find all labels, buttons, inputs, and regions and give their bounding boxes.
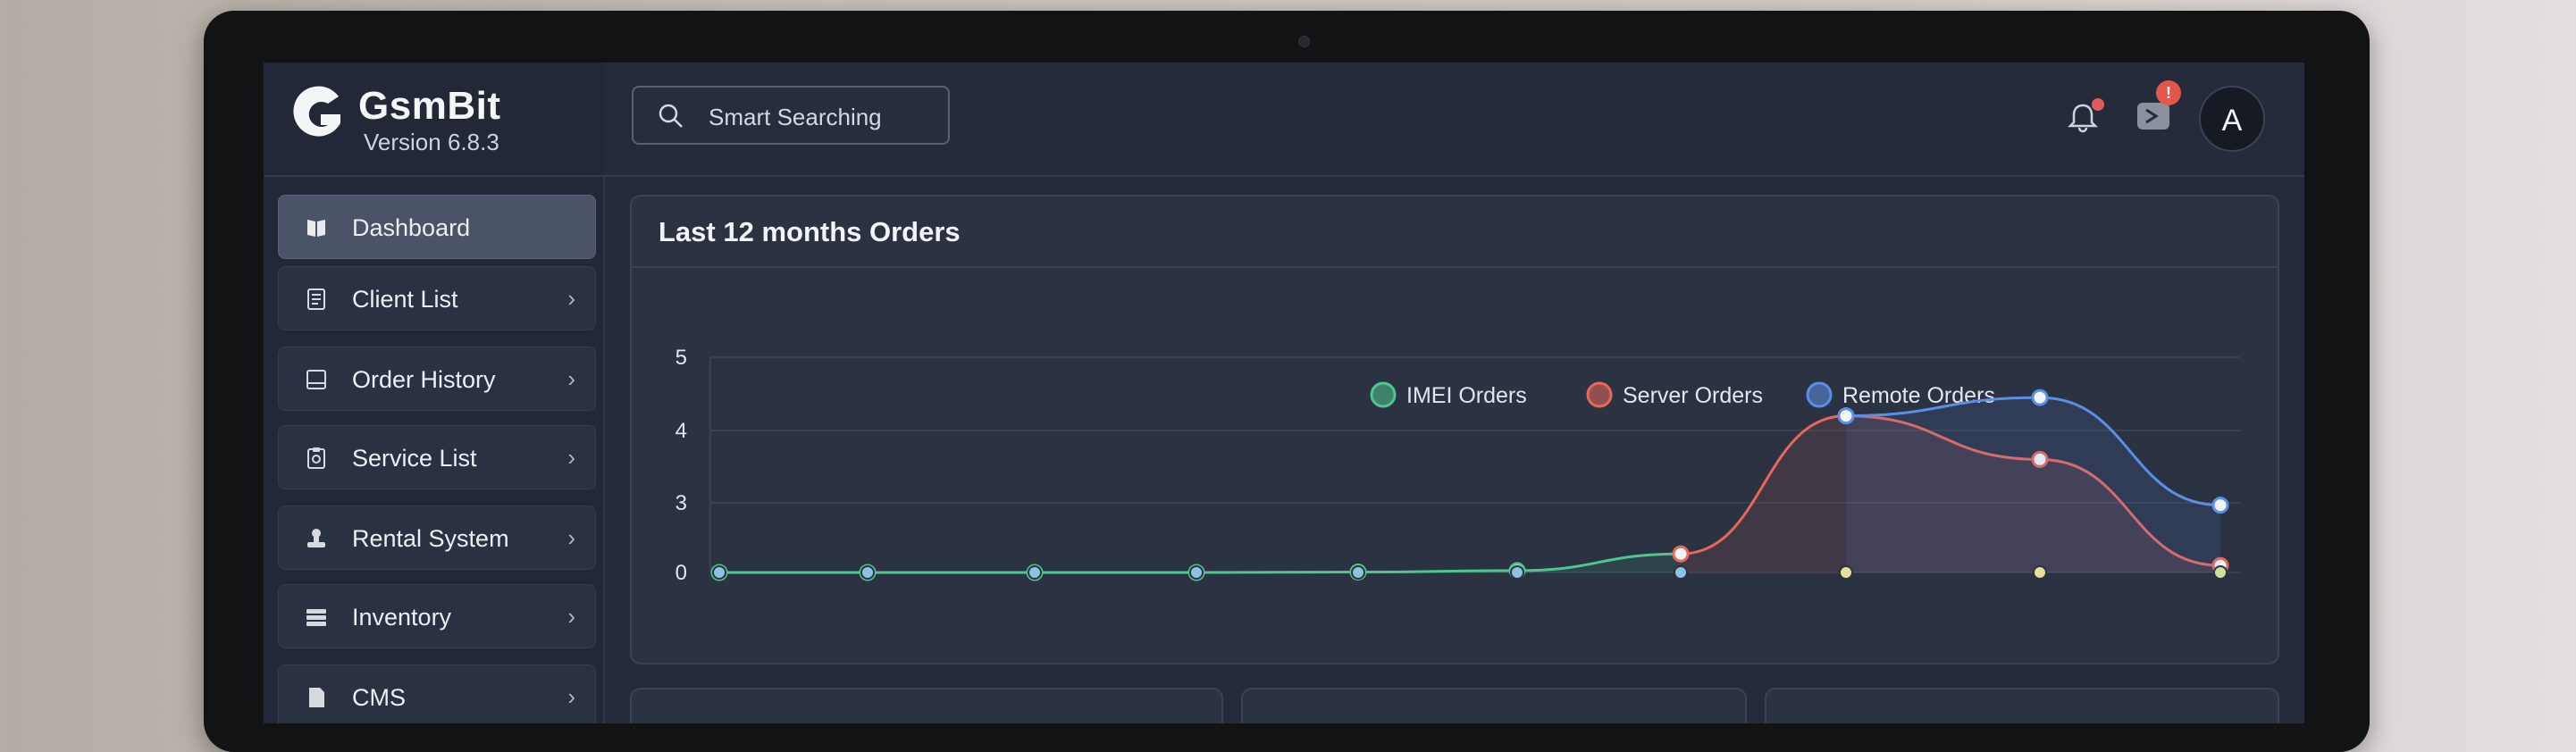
chevron-right-icon: › [567, 365, 575, 392]
stat-card [1765, 688, 2279, 723]
file-icon [309, 688, 324, 707]
search-placeholder: Smart Searching [709, 104, 882, 130]
top-bar: Smart Searching ! A [603, 63, 2304, 177]
baseline-point [1674, 565, 1688, 580]
sidebar-item-label: Order History [352, 366, 496, 393]
stat-card [630, 688, 1223, 723]
bell-icon[interactable] [2065, 100, 2101, 136]
legend-swatch [1370, 381, 1397, 408]
brand-version: Version 6.8.3 [364, 129, 499, 155]
sidebar-item-order-history[interactable]: Order History › [278, 347, 596, 411]
series-point [2031, 389, 2049, 406]
sidebar-item-label: Rental System [352, 525, 509, 552]
sidebar-item-rental-system[interactable]: Rental System › [278, 506, 596, 570]
baseline-point [712, 565, 726, 580]
series-area [719, 554, 1681, 572]
legend-swatch [1806, 381, 1833, 408]
sidebar-item-label: Client List [352, 286, 458, 313]
clipboard-icon [307, 447, 325, 469]
search-input[interactable]: Smart Searching [632, 86, 950, 145]
message-icon[interactable] [2135, 98, 2172, 134]
series-area [1846, 397, 2220, 572]
baseline-point [2213, 565, 2228, 580]
orders-line-chart: 0 3 4 5 IMEI Orders Server Orders Remote Order… [675, 346, 2240, 585]
app-screen: GsmBit Version 6.8.3 Dashboard Client Li… [264, 63, 2304, 723]
avatar[interactable]: A [2199, 86, 2265, 152]
notification-dot [2090, 96, 2106, 113]
y-tick-label: 5 [675, 346, 687, 370]
baseline-point [1839, 565, 1853, 580]
sidebar-item-inventory[interactable]: Inventory › [278, 584, 596, 648]
sidebar-item-service-list[interactable]: Service List › [278, 425, 596, 489]
orders-chart-card: Last 12 months Orders 0 3 4 5 IMEI Orders Ser… [630, 195, 2279, 664]
sidebar-item-label: CMS [352, 684, 406, 711]
list-icon [307, 288, 325, 310]
stat-card [1241, 688, 1747, 723]
series-line [1680, 414, 2221, 567]
chevron-right-icon: › [567, 683, 575, 710]
sidebar-item-label: Inventory [352, 604, 452, 631]
message-badge: ! [2156, 80, 2181, 105]
document-icon [306, 370, 326, 389]
baseline-point [1028, 565, 1042, 580]
series-point [2031, 450, 2049, 468]
y-tick-label: 4 [675, 419, 687, 443]
sidebar: GsmBit Version 6.8.3 Dashboard Client Li… [264, 63, 605, 723]
sidebar-item-label: Dashboard [352, 214, 471, 241]
chevron-right-icon: › [567, 524, 575, 551]
sidebar-item-cms[interactable]: CMS › [278, 664, 596, 723]
legend-label: IMEI Orders [1406, 383, 1527, 408]
card-title: Last 12 months Orders [659, 216, 961, 247]
layers-icon [306, 609, 326, 626]
y-tick-label: 0 [675, 561, 687, 585]
sidebar-item-dashboard[interactable]: Dashboard [278, 195, 596, 259]
g-logo-icon [293, 86, 340, 137]
legend-swatch [1586, 381, 1613, 408]
sidebar-item-client-list[interactable]: Client List › [278, 266, 596, 330]
stamp-icon [307, 529, 325, 547]
baseline-point [2033, 565, 2047, 580]
series-point [2211, 497, 2229, 514]
series-point [1837, 407, 1855, 425]
baseline-point [1189, 565, 1204, 580]
y-tick-label: 3 [675, 491, 687, 515]
sidebar-item-label: Service List [352, 445, 477, 472]
chevron-right-icon: › [567, 285, 575, 312]
brand-name: GsmBit [358, 84, 501, 128]
baseline-point [1510, 565, 1524, 580]
chevron-right-icon: › [567, 444, 575, 471]
webcam [1298, 36, 1310, 47]
series-point [1672, 545, 1690, 563]
series-area [1681, 415, 2220, 572]
book-icon [307, 220, 325, 237]
legend-label: Server Orders [1623, 383, 1763, 408]
card-divider [632, 266, 2278, 268]
baseline-point [860, 565, 875, 580]
search-icon [659, 104, 683, 128]
chevron-right-icon: › [567, 603, 575, 630]
brand-header: GsmBit Version 6.8.3 [264, 63, 603, 177]
legend-label: Remote Orders [1842, 383, 1995, 408]
baseline-point [1351, 565, 1365, 580]
